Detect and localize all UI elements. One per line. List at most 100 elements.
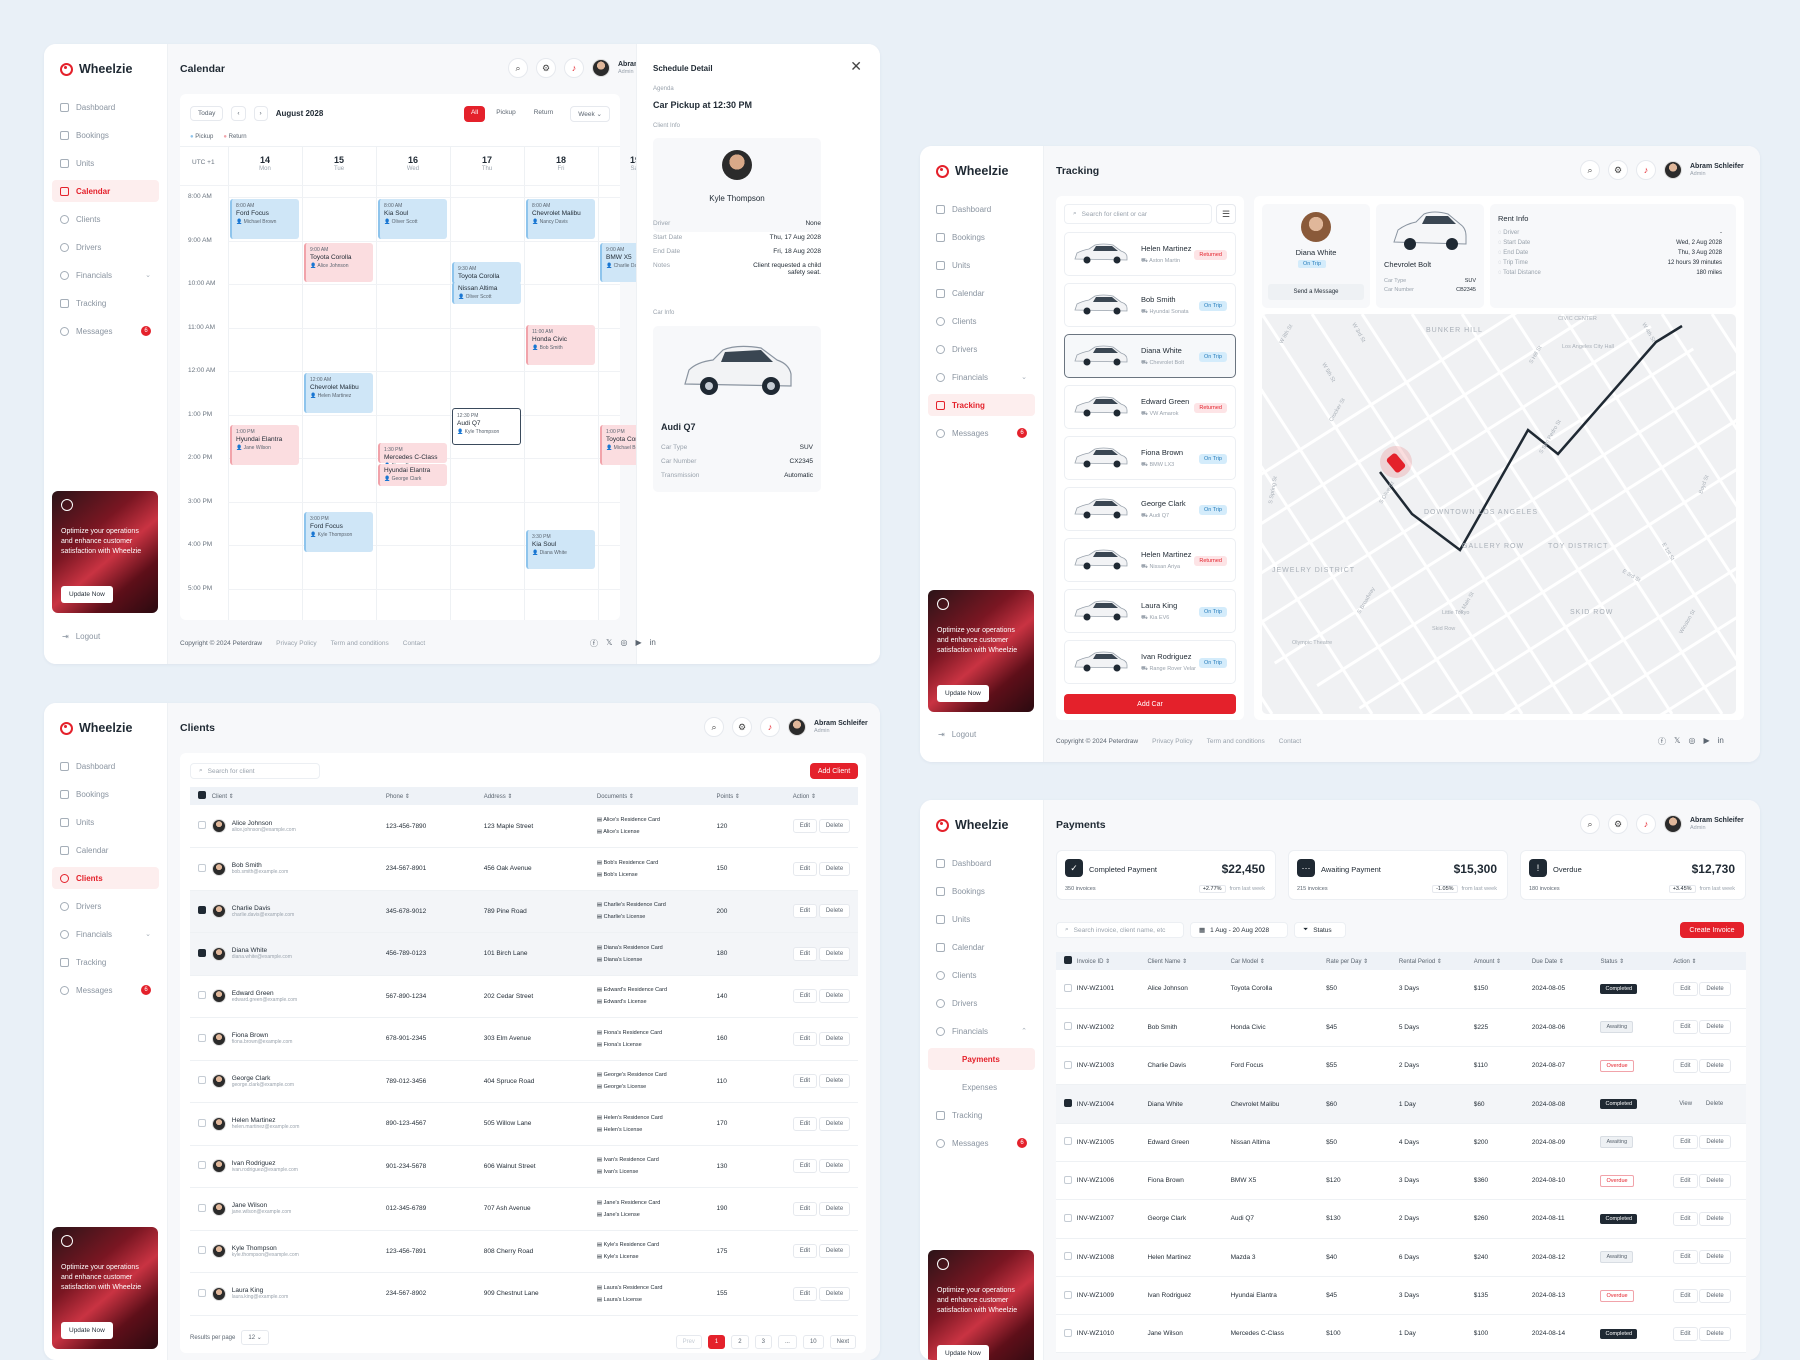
day-header[interactable]: 16 Wed: [376, 155, 450, 172]
search-icon[interactable]: ⌕: [508, 58, 528, 78]
delete-button[interactable]: Delete: [1699, 1326, 1731, 1341]
car-list-item[interactable]: Bob Smith ⛟ Hyundai Sonata On Trip: [1064, 283, 1236, 327]
sidebar-item-dashboard[interactable]: Dashboard: [928, 852, 1035, 874]
today-button[interactable]: Today: [190, 106, 224, 121]
delete-button[interactable]: Delete: [818, 1159, 851, 1174]
column-header[interactable]: Rate per Day: [1326, 958, 1362, 965]
calendar-event[interactable]: 8:00 AM Ford Focus 👤 Michael Brown: [230, 199, 299, 239]
document-link[interactable]: Jane's Residence Card: [603, 1199, 661, 1206]
document-link[interactable]: Edward's License: [603, 999, 647, 1006]
table-row[interactable]: INV-WZ1003 Charlie Davis Ford Focus $55 2 Da…: [1056, 1046, 1746, 1085]
column-header[interactable]: Client Name: [1147, 958, 1181, 965]
row-checkbox[interactable]: [198, 1246, 206, 1255]
terms-link[interactable]: Term and conditions: [330, 640, 389, 647]
facebook-icon[interactable]: ⓕ: [590, 639, 598, 648]
youtube-icon[interactable]: ▶: [1703, 736, 1710, 745]
bell-icon[interactable]: ♪: [564, 58, 584, 78]
calendar-event[interactable]: 9:00 AM Toyota Corolla 👤 Alice Johnson: [304, 242, 373, 282]
column-header[interactable]: Rental Period: [1398, 958, 1436, 965]
column-header[interactable]: Action: [1673, 958, 1690, 965]
view-select[interactable]: Week ⌄: [570, 106, 610, 122]
document-link[interactable]: George's Residence Card: [603, 1072, 667, 1079]
sidebar-item-calendar[interactable]: Calendar: [52, 839, 159, 861]
privacy-link[interactable]: Privacy Policy: [1152, 738, 1193, 745]
table-row[interactable]: Jane Wilson jane.wilson@example.com 012-34…: [190, 1187, 858, 1230]
filter-pickup[interactable]: Pickup: [496, 109, 516, 116]
sidebar-item-financials[interactable]: Financials ⌄: [928, 366, 1035, 388]
logout-button[interactable]: ⇥ Logout: [62, 632, 100, 641]
column-header[interactable]: Documents: [596, 793, 628, 800]
day-header[interactable]: 17 Thu: [450, 155, 524, 172]
row-checkbox[interactable]: [198, 821, 206, 829]
instagram-icon[interactable]: ◎: [620, 638, 628, 647]
bell-icon[interactable]: ♪: [1636, 160, 1656, 180]
edit-button[interactable]: Edit: [1673, 981, 1698, 996]
edit-button[interactable]: Edit: [792, 1031, 818, 1046]
calendar-event[interactable]: 8:00 AM Chevrolet Malibu 👤 Nancy Davis: [526, 199, 595, 239]
delete-button[interactable]: Delete: [1699, 1135, 1731, 1150]
edit-button[interactable]: Edit: [1673, 1173, 1698, 1188]
select-all-checkbox[interactable]: [1064, 956, 1072, 964]
day-header[interactable]: 14 Mon: [228, 155, 302, 172]
sidebar-item-tracking[interactable]: Tracking: [928, 1104, 1035, 1126]
chevron-left-icon[interactable]: ‹: [231, 106, 246, 121]
search-icon[interactable]: ⌕: [1580, 160, 1600, 180]
row-checkbox[interactable]: [198, 1076, 206, 1085]
brand-logo[interactable]: Wheelzie: [936, 818, 1009, 832]
youtube-icon[interactable]: ▶: [635, 638, 642, 647]
logout-button[interactable]: ⇥ Logout: [938, 730, 976, 739]
day-header[interactable]: 19 Sat: [598, 155, 672, 172]
sidebar-item-financials[interactable]: Financials ⌃: [928, 1020, 1035, 1042]
row-checkbox[interactable]: [198, 1161, 206, 1170]
column-header[interactable]: Points: [716, 793, 734, 800]
car-list-item[interactable]: Fiona Brown ⛟ BMW LX3 On Trip: [1064, 436, 1236, 480]
brand-logo[interactable]: Wheelzie: [60, 721, 133, 735]
document-link[interactable]: George's License: [603, 1084, 647, 1091]
create-invoice-button[interactable]: Create Invoice: [1680, 922, 1744, 938]
car-list-item[interactable]: Diana White ⛟ Chevrolet Bolt On Trip: [1064, 334, 1236, 378]
sidebar-item-messages[interactable]: Messages 6: [52, 320, 159, 342]
calendar-event[interactable]: 12:00 AM Chevrolet Malibu 👤 Helen Martinez: [304, 373, 373, 413]
sidebar-item-tracking[interactable]: Tracking: [928, 394, 1035, 416]
facebook-icon[interactable]: ⓕ: [1658, 737, 1666, 746]
delete-button[interactable]: Delete: [1699, 1211, 1731, 1226]
table-row[interactable]: Bob Smith bob.smith@example.com 234-567-89…: [190, 847, 858, 890]
column-header[interactable]: Car Model: [1230, 958, 1259, 965]
document-link[interactable]: Diana's Residence Card: [603, 944, 663, 951]
table-row[interactable]: Charlie Davis charlie.davis@example.com 34…: [190, 890, 858, 933]
edit-button[interactable]: View: [1679, 1101, 1693, 1108]
update-now-button[interactable]: Update Now: [61, 1322, 113, 1339]
sidebar-item-messages[interactable]: Messages 6: [928, 422, 1035, 444]
calendar-event[interactable]: 8:00 AM Kia Soul 👤 Oliver Scott: [378, 199, 447, 239]
row-checkbox[interactable]: [1064, 1328, 1072, 1337]
row-checkbox[interactable]: [198, 906, 206, 915]
edit-button[interactable]: Edit: [1673, 1250, 1698, 1265]
sidebar-item-drivers[interactable]: Drivers: [52, 895, 159, 917]
column-header[interactable]: Client: [211, 793, 228, 800]
send-message-button[interactable]: Send a Message: [1268, 284, 1364, 300]
edit-button[interactable]: Edit: [792, 946, 818, 961]
edit-button[interactable]: Edit: [1673, 1211, 1698, 1226]
sidebar-item-clients[interactable]: Clients: [52, 867, 159, 889]
table-row[interactable]: Fiona Brown fiona.brown@example.com 678-90…: [190, 1017, 858, 1060]
edit-button[interactable]: Edit: [1673, 1020, 1698, 1035]
page-button[interactable]: Next: [829, 1335, 856, 1349]
column-header[interactable]: Action: [792, 793, 810, 800]
document-link[interactable]: Diana's License: [603, 956, 643, 963]
sidebar-item-calendar[interactable]: Calendar: [928, 282, 1035, 304]
calendar-event[interactable]: Hyundai Elantra 👤 George Clark: [378, 464, 447, 487]
delete-button[interactable]: Delete: [1699, 981, 1731, 996]
gear-icon[interactable]: ⚙: [732, 717, 752, 737]
row-checkbox[interactable]: [1064, 1099, 1072, 1108]
delete-button[interactable]: Delete: [818, 904, 851, 919]
row-checkbox[interactable]: [1064, 1137, 1072, 1146]
table-row[interactable]: INV-WZ1010 Jane Wilson Mercedes C-Class $10…: [1056, 1314, 1746, 1353]
row-checkbox[interactable]: [1064, 983, 1072, 992]
row-checkbox[interactable]: [198, 1203, 206, 1212]
calendar-event[interactable]: 9:30 AM Toyota Corolla: [452, 262, 521, 285]
sidebar-item-clients[interactable]: Clients: [928, 964, 1035, 986]
week-grid[interactable]: UTC +1 14 Mon 15 Tue 16 Wed 17 Thu 18 Fri 19 Sat 8:0…: [180, 146, 669, 620]
document-link[interactable]: Alice's License: [603, 829, 640, 835]
table-row[interactable]: George Clark george.clark@example.com 789-…: [190, 1060, 858, 1103]
